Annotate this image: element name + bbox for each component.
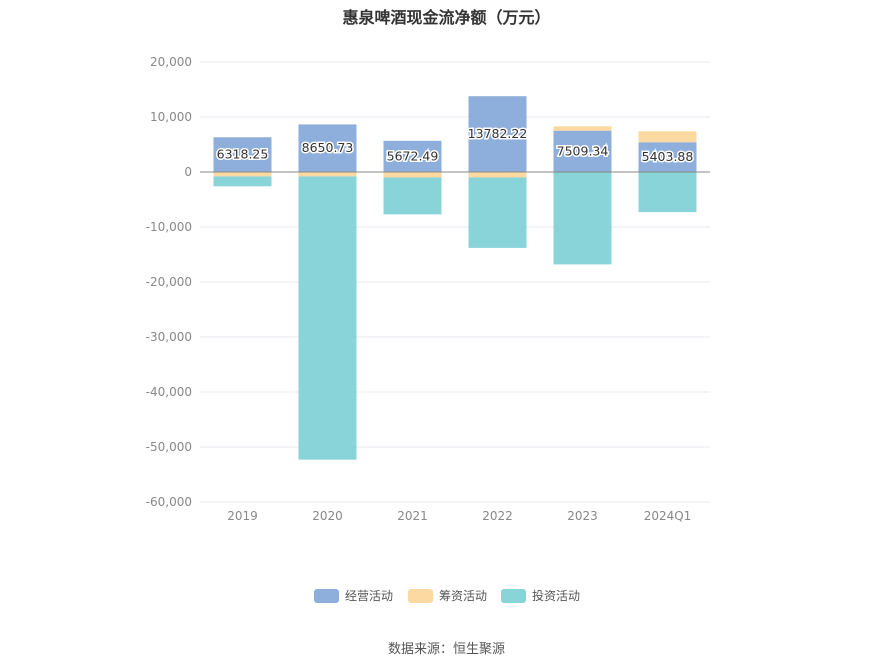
bar-investing-2019	[213, 176, 272, 187]
data-label: 5403.88	[642, 149, 694, 164]
data-label: 13782.22	[468, 126, 528, 141]
bar-financing-2023	[553, 126, 612, 131]
bar-operating-2019	[213, 137, 272, 172]
bar-operating-2023	[553, 130, 612, 172]
legend-swatch-investing	[501, 589, 526, 603]
data-label: 7509.34	[557, 143, 609, 158]
bar-operating-2024Q1	[638, 142, 697, 172]
bar-operating-2021	[383, 140, 442, 172]
bar-investing-2022	[468, 177, 527, 248]
data-label: 6318.25	[217, 147, 269, 162]
x-tick-label: 2020	[312, 509, 343, 523]
bar-investing-2023	[553, 172, 612, 265]
y-tick-label: -60,000	[146, 495, 192, 509]
y-tick-label: -10,000	[146, 220, 192, 234]
bar-financing-2022	[468, 172, 527, 178]
data-label: 5672.49	[387, 148, 439, 163]
legend-swatch-financing	[408, 589, 433, 603]
y-tick-label: 0	[184, 165, 192, 179]
bar-investing-2024Q1	[638, 172, 697, 213]
x-tick-label: 2019	[227, 509, 258, 523]
data-source: 数据来源：恒生聚源	[387, 642, 505, 657]
y-tick-label: -20,000	[146, 275, 192, 289]
bar-financing-2020	[298, 172, 357, 177]
legend-label-financing: 筹资活动	[439, 589, 487, 603]
y-tick-label: 10,000	[150, 110, 192, 124]
bar-financing-2024Q1	[638, 131, 697, 143]
y-tick-label: -40,000	[146, 385, 192, 399]
legend-swatch-operating	[314, 589, 339, 603]
data-label: 8650.73	[302, 140, 354, 155]
bar-investing-2020	[298, 176, 357, 460]
y-tick-label: 20,000	[150, 55, 192, 69]
chart-title: 惠泉啤酒现金流净额（万元）	[342, 8, 551, 27]
bar-operating-2020	[298, 124, 357, 172]
bar-financing-2019	[213, 172, 272, 177]
bar-operating-2022	[468, 96, 527, 172]
y-tick-label: -50,000	[146, 440, 192, 454]
bar-investing-2021	[383, 177, 442, 215]
x-tick-label: 2022	[482, 509, 513, 523]
legend-label-operating: 经营活动	[345, 589, 393, 603]
legend-label-investing: 投资活动	[532, 588, 580, 603]
x-tick-label: 2023	[567, 509, 598, 523]
x-tick-label: 2024Q1	[644, 509, 692, 523]
y-tick-label: -30,000	[146, 330, 192, 344]
x-tick-label: 2021	[397, 509, 428, 523]
bar-financing-2021	[383, 172, 442, 178]
